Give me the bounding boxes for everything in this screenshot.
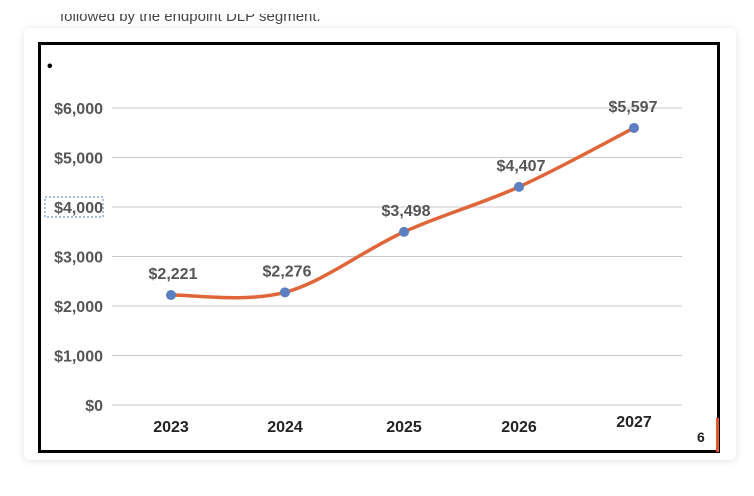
data-label: $3,498 — [382, 203, 431, 220]
bullet-point: • — [47, 58, 53, 75]
y-tick-label: $0 — [85, 398, 103, 415]
y-tick-label: $6,000 — [54, 101, 103, 118]
x-tick-label: 2026 — [501, 419, 537, 436]
data-label: $2,221 — [149, 266, 198, 283]
selected-label-outline — [44, 196, 104, 218]
page-number: 6 — [697, 429, 705, 445]
partial-body-text: followed by the endpoint DLP segment. — [60, 14, 321, 25]
data-label: $5,597 — [609, 99, 658, 116]
accent-bar — [716, 418, 719, 452]
data-point — [166, 290, 176, 301]
y-tick-label: $3,000 — [54, 250, 103, 267]
data-point — [629, 122, 639, 133]
data-label: $2,276 — [263, 263, 312, 280]
x-tick-label: 2023 — [153, 419, 189, 436]
data-point — [514, 181, 524, 192]
y-tick-label: $2,000 — [54, 299, 103, 316]
data-point — [280, 287, 290, 298]
data-point — [399, 226, 409, 237]
chart-frame — [38, 42, 720, 453]
x-tick-label: 2024 — [267, 419, 303, 436]
y-tick-label: $1,000 — [54, 349, 103, 366]
y-tick-label: $4,000 — [54, 200, 103, 217]
x-tick-label: 2027 — [616, 414, 652, 431]
y-tick-label: $5,000 — [54, 151, 103, 168]
data-label: $4,407 — [497, 158, 546, 175]
x-tick-label: 2025 — [386, 419, 422, 436]
